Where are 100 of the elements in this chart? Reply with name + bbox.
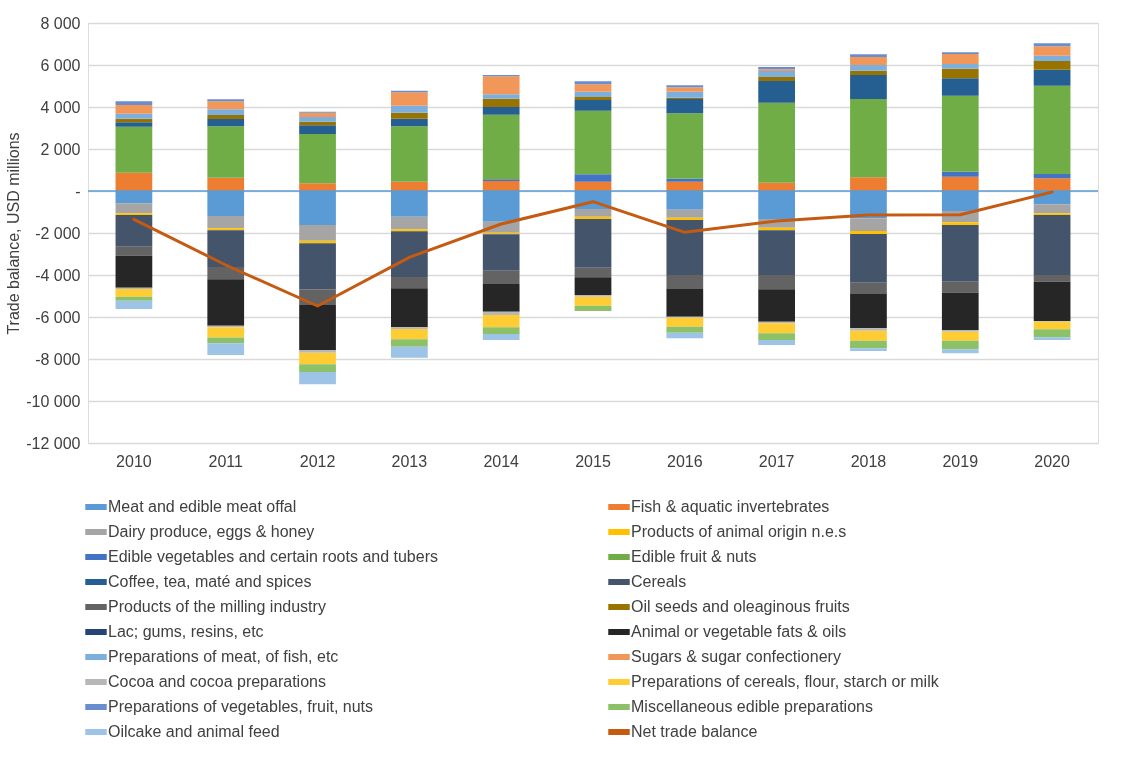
y-tick-label: 6 000 [40, 56, 81, 74]
bar [482, 270, 520, 284]
bar [115, 105, 153, 114]
bar [574, 91, 612, 98]
bar [1033, 178, 1071, 191]
bar [941, 222, 979, 225]
legend-label: Cereals [631, 573, 687, 590]
bar [850, 57, 887, 65]
bar [850, 294, 887, 329]
bar [1033, 43, 1071, 47]
legend-label: Animal or vegetable fats & oils [631, 623, 847, 640]
legend-label: Oil seeds and oleaginous fruits [631, 598, 850, 615]
bar [482, 107, 520, 115]
bar [666, 275, 704, 290]
bar [115, 255, 153, 288]
bar [482, 327, 520, 334]
bar [850, 75, 887, 99]
bar [941, 292, 979, 330]
x-tick-label: 2018 [850, 452, 887, 470]
bar [666, 178, 704, 182]
bar [482, 311, 520, 315]
legend-label: Preparations of vegetables, fruit, nuts [108, 698, 374, 715]
legend-label: Miscellaneous edible preparations [631, 698, 873, 715]
bar [1033, 215, 1071, 275]
bar [115, 296, 153, 301]
x-tick-label: 2016 [667, 452, 703, 470]
bar [207, 126, 245, 178]
bar [115, 126, 153, 173]
y-tick-label: - [75, 182, 81, 200]
x-tick-label: 2014 [483, 452, 520, 470]
bar [207, 115, 245, 120]
line-series [132, 190, 1054, 308]
bar [850, 99, 887, 178]
bar [666, 91, 704, 98]
legend-label: Cocoa and cocoa preparations [108, 673, 326, 690]
y-tick-label: -6 000 [35, 308, 81, 326]
bar [391, 112, 428, 119]
bar [391, 328, 428, 340]
bar [299, 352, 336, 365]
bar [391, 231, 428, 277]
bar [299, 117, 336, 122]
bar [299, 371, 336, 385]
legend-label: Coffee, tea, maté and spices [108, 573, 312, 590]
bar [574, 100, 612, 111]
bar [850, 348, 887, 351]
x-tick-label: 2015 [575, 452, 611, 470]
bar [850, 330, 887, 341]
legend-label: Meat and edible meat offal [108, 498, 297, 515]
bar [299, 134, 336, 184]
bar [666, 220, 704, 275]
y-tick-label: -8 000 [35, 350, 81, 368]
bar [207, 279, 245, 326]
bar [115, 113, 153, 119]
bar [941, 95, 979, 172]
bar [850, 328, 887, 331]
y-tick-label: -2 000 [35, 224, 81, 242]
x-tick-label: 2020 [1034, 452, 1070, 470]
bar [299, 125, 336, 135]
bar [666, 209, 704, 218]
bar [299, 304, 336, 350]
legend-label: Preparations of cereals, flour, starch or milk [631, 673, 940, 690]
bar [574, 305, 612, 311]
bar [1033, 69, 1071, 86]
bar [758, 275, 795, 290]
bar [666, 87, 704, 92]
bar [207, 327, 245, 338]
x-tick-label: 2010 [116, 452, 152, 470]
bar [482, 76, 520, 95]
bar [850, 70, 887, 75]
bar [758, 289, 795, 322]
bar [574, 174, 612, 182]
bar [391, 118, 428, 127]
bar [207, 119, 245, 127]
bar [941, 171, 979, 177]
bar [115, 203, 153, 214]
bar [1033, 55, 1071, 62]
bar [850, 177, 887, 191]
bar [941, 281, 979, 293]
bar [299, 364, 336, 372]
bar [391, 92, 428, 106]
bar [482, 181, 520, 191]
bar [207, 101, 245, 110]
bar [1033, 281, 1071, 321]
bar [115, 101, 153, 106]
y-tick-label: -12 000 [26, 434, 81, 452]
bar [850, 65, 887, 71]
bar [758, 323, 795, 334]
bar [207, 177, 245, 191]
bar [574, 209, 612, 217]
bar [941, 78, 979, 96]
legend-label: Net trade balance [631, 723, 758, 740]
bar [115, 122, 153, 127]
bar [574, 267, 612, 278]
bar [758, 340, 795, 345]
bar [391, 126, 428, 182]
bar [482, 98, 520, 108]
bar [758, 71, 795, 78]
bar [482, 94, 520, 99]
bar [574, 296, 612, 306]
bar [115, 300, 153, 309]
